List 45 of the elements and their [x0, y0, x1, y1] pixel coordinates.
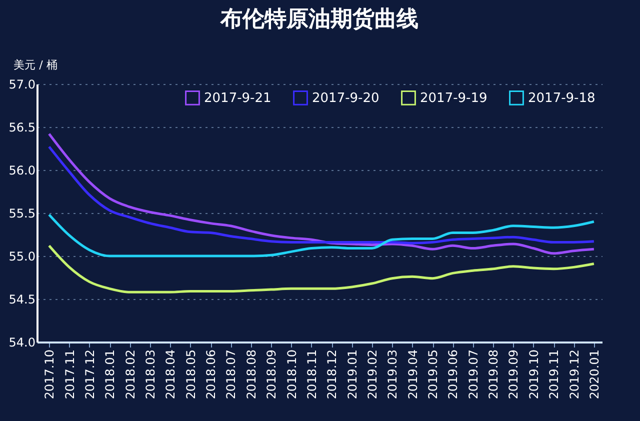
legend-label: 2017-9-19: [420, 90, 488, 106]
x-tick-label: 2018.11: [304, 350, 319, 400]
x-tick-label: 2019.08: [486, 350, 501, 400]
x-tick-label: 2019.09: [506, 350, 521, 400]
x-tick-label: 2017.10: [42, 350, 57, 400]
x-tick-label: 2019.04: [406, 350, 420, 400]
x-tick-label: 2017.11: [62, 350, 77, 400]
x-tick-label: 2018.12: [325, 350, 340, 400]
x-tick-label: 2018.08: [244, 350, 258, 400]
x-tick-label: 2019.06: [446, 350, 460, 400]
x-tick-label: 2019.05: [426, 350, 440, 400]
x-tick-label: 2020.01: [587, 350, 602, 400]
x-tick-label: 2018.01: [103, 350, 118, 400]
x-tick-label: 2018.06: [204, 350, 218, 400]
legend-label: 2017-9-21: [204, 90, 272, 106]
y-tick-label: 54.5: [8, 292, 36, 306]
x-tick-label: 2018.10: [284, 350, 299, 400]
x-tick-label: 2019.07: [466, 350, 480, 400]
legend-label: 2017-9-20: [312, 90, 380, 106]
x-tick-label: 2018.04: [164, 350, 178, 400]
x-tick-label: 2018.09: [264, 350, 279, 400]
chart-title: 布伦特原油期货曲线: [220, 7, 418, 32]
y-tick-label: 55.5: [8, 206, 36, 220]
x-tick-label: 2018.07: [224, 350, 238, 400]
x-tick-label: 2019.01: [345, 350, 360, 400]
y-tick-label: 56.0: [8, 164, 36, 178]
y-axis-title: 美元 / 桶: [14, 58, 58, 72]
line-series: [48, 146, 596, 244]
x-tick-label: 2018.02: [123, 350, 138, 400]
y-tick-label: 55.0: [8, 250, 36, 264]
y-tick-label: 54.0: [8, 336, 36, 350]
y-tick-label: 56.5: [8, 120, 36, 134]
x-tick-label: 2019.12: [567, 350, 582, 400]
x-tick-label: 2019.10: [526, 350, 541, 400]
x-tick-label: 2018.03: [144, 350, 158, 400]
legend-label: 2017-9-18: [528, 90, 596, 106]
x-tick-label: 2019.03: [386, 350, 400, 400]
x-tick-label: 2018.05: [184, 350, 198, 400]
line-series: [48, 213, 596, 258]
x-tick-label: 2019.02: [365, 350, 380, 400]
line-series: [48, 132, 596, 255]
x-tick-label: 2019.11: [547, 350, 562, 400]
x-tick-label: 2017.12: [82, 350, 97, 400]
line-series: [48, 244, 596, 294]
y-tick-label: 57.0: [8, 78, 36, 92]
